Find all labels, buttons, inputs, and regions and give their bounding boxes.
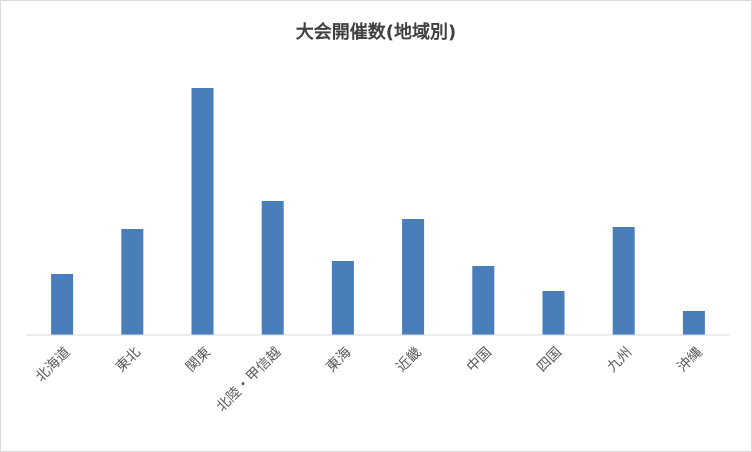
bar [51, 274, 74, 335]
bar [402, 219, 425, 335]
bar [261, 201, 284, 335]
bar [121, 229, 144, 335]
bar [612, 227, 635, 335]
bar [542, 291, 565, 335]
bar [472, 266, 495, 335]
chart-title: 大会開催数(地域別) [296, 21, 456, 43]
bar [331, 261, 354, 335]
bar [682, 311, 705, 335]
bar [191, 88, 214, 335]
